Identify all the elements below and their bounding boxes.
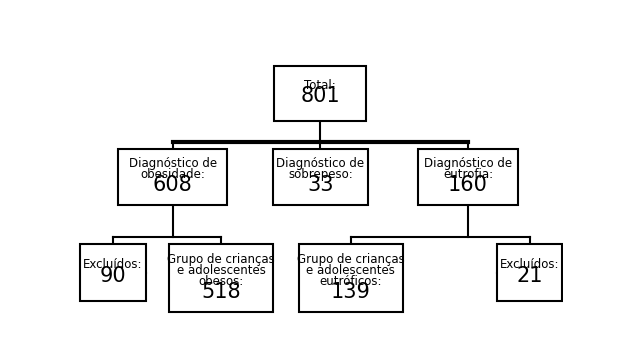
Text: Total:: Total: <box>304 79 336 92</box>
FancyBboxPatch shape <box>118 149 227 205</box>
FancyBboxPatch shape <box>418 149 518 205</box>
Text: Diagnóstico de: Diagnóstico de <box>129 157 217 170</box>
Text: Diagnóstico de: Diagnóstico de <box>424 157 512 170</box>
Text: 139: 139 <box>331 282 371 303</box>
Text: Grupo de crianças: Grupo de crianças <box>297 253 405 266</box>
FancyBboxPatch shape <box>273 149 368 205</box>
Text: 608: 608 <box>152 175 192 195</box>
FancyBboxPatch shape <box>497 244 562 301</box>
Text: obesos:: obesos: <box>198 275 244 288</box>
Text: Excluídos:: Excluídos: <box>500 258 559 271</box>
Text: Excluídos:: Excluídos: <box>83 258 142 271</box>
Text: 160: 160 <box>448 175 488 195</box>
Text: 21: 21 <box>516 266 542 286</box>
Text: 33: 33 <box>307 175 334 195</box>
Text: 518: 518 <box>201 282 241 303</box>
Text: sobrepeso:: sobrepeso: <box>288 168 352 181</box>
Text: Diagnóstico de: Diagnóstico de <box>276 157 364 170</box>
Text: e adolescentes: e adolescentes <box>177 264 266 277</box>
Text: Grupo de crianças: Grupo de crianças <box>167 253 275 266</box>
Text: eutróficos:: eutróficos: <box>319 275 382 288</box>
FancyBboxPatch shape <box>169 244 273 312</box>
FancyBboxPatch shape <box>274 66 366 121</box>
FancyBboxPatch shape <box>80 244 146 301</box>
Text: 801: 801 <box>301 86 340 106</box>
Text: e adolescentes: e adolescentes <box>306 264 395 277</box>
Text: obesidade:: obesidade: <box>140 168 205 181</box>
Text: 90: 90 <box>100 266 126 286</box>
Text: eutrofia:: eutrofia: <box>443 168 493 181</box>
FancyBboxPatch shape <box>299 244 403 312</box>
